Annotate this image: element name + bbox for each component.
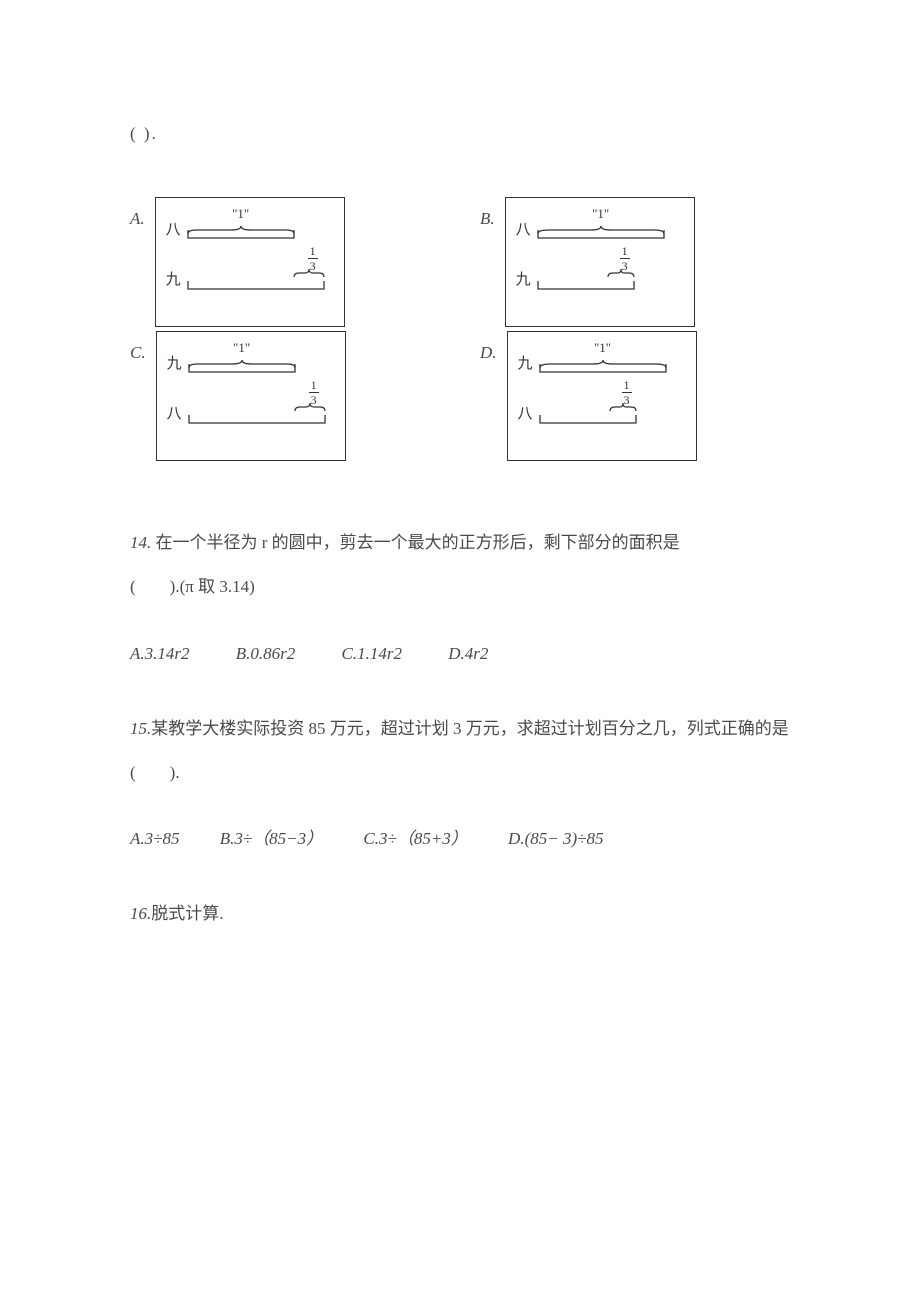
row-label-bottom: 八	[167, 402, 187, 426]
blank-parenthesis-fragment: ( ).	[130, 120, 790, 147]
question-number: 15.	[130, 719, 151, 738]
row-label-top: 九	[167, 352, 187, 376]
option-b: B.0.86r2	[236, 644, 296, 663]
option-a: A.3.14r2	[130, 644, 190, 663]
row-label-bottom: 九	[516, 268, 536, 292]
question-14-options: A.3.14r2 B.0.86r2 C.1.14r2 D.4r2	[130, 640, 790, 667]
diagram-box: 八 "1" 九 13	[505, 197, 695, 327]
brace-top-label: "1"	[592, 204, 609, 225]
row-label-top: 八	[166, 218, 186, 242]
bar-with-end-brace-icon	[536, 269, 636, 291]
diagram-cell-b: B. 八 "1" 九 13	[480, 197, 790, 327]
option-b: B.3÷（85−3）	[220, 829, 323, 848]
frac-label: 13	[622, 379, 632, 406]
option-a: A.3÷85	[130, 829, 179, 848]
question-stem: 某教学大楼实际投资 85 万元，超过计划 3 万元，求超过计划百分之几，列式正确…	[130, 719, 789, 782]
question-tail: ( ).(π 取 3.14)	[130, 577, 255, 596]
question-16: 16.脱式计算.	[130, 892, 790, 936]
question-stem: 脱式计算.	[151, 904, 223, 923]
bar-with-end-brace-icon	[187, 403, 327, 425]
diagram-box: 九 "1" 八 13	[507, 331, 697, 461]
question-number: 14.	[130, 533, 151, 552]
diagram-box: 九 "1" 八 13	[156, 331, 346, 461]
diagram-cell-d: D. 九 "1" 八 13	[480, 331, 790, 461]
bar-with-end-brace-icon	[186, 269, 326, 291]
option-letter: B.	[480, 197, 495, 232]
diagram-option-grid: A. 八 "1" 九 13 B.	[130, 197, 790, 461]
row-label-bottom: 八	[518, 402, 538, 426]
row-label-top: 八	[516, 218, 536, 242]
frac-label: 13	[308, 245, 318, 272]
diagram-cell-a: A. 八 "1" 九 13	[130, 197, 440, 327]
bar-with-end-brace-icon	[538, 403, 638, 425]
question-14: 14. 在一个半径为 r 的圆中，剪去一个最大的正方形后，剩下部分的面积是 ( …	[130, 521, 790, 609]
row-label-top: 九	[518, 352, 538, 376]
question-number: 16.	[130, 904, 151, 923]
brace-top-label: "1"	[232, 204, 249, 225]
question-15-options: A.3÷85 B.3÷（85−3） C.3÷（85+3） D.(85− 3)÷8…	[130, 825, 790, 852]
row-label-bottom: 九	[166, 268, 186, 292]
brace-top-label: "1"	[594, 338, 611, 359]
diagram-cell-c: C. 九 "1" 八 13	[130, 331, 440, 461]
option-d: D.(85− 3)÷85	[508, 829, 603, 848]
diagram-box: 八 "1" 九 13	[155, 197, 345, 327]
frac-label: 13	[620, 245, 630, 272]
option-c: C.3÷（85+3）	[363, 829, 467, 848]
question-15: 15.某教学大楼实际投资 85 万元，超过计划 3 万元，求超过计划百分之几，列…	[130, 707, 790, 795]
question-stem: 在一个半径为 r 的圆中，剪去一个最大的正方形后，剩下部分的面积是	[151, 533, 679, 552]
option-letter: D.	[480, 331, 497, 366]
brace-top-label: "1"	[233, 338, 250, 359]
option-d: D.4r2	[448, 644, 488, 663]
option-letter: C.	[130, 331, 146, 366]
option-c: C.1.14r2	[342, 644, 402, 663]
option-letter: A.	[130, 197, 145, 232]
frac-label: 13	[309, 379, 319, 406]
